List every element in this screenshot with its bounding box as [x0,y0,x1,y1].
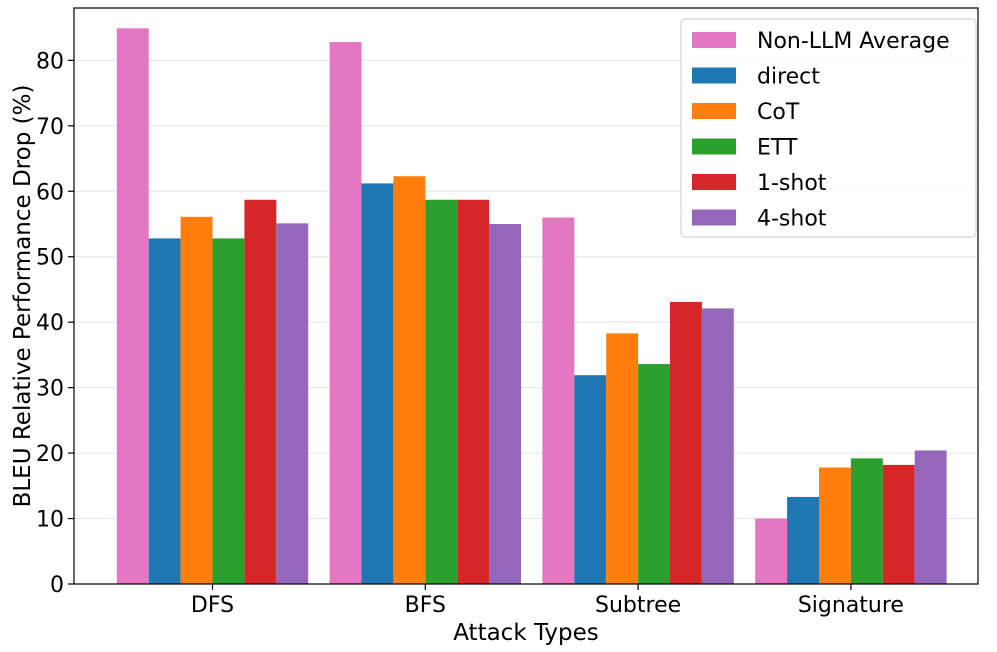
bar-4-shot-signature [914,450,947,584]
bar-4-shot-dfs [276,223,309,584]
y-tick-label: 50 [36,246,64,271]
bar-ett-subtree [638,364,670,584]
bar-4-shot-bfs [489,224,521,584]
legend-swatch-ett [692,138,736,155]
x-tick-label: Signature [798,593,904,618]
y-tick-label: 30 [36,377,64,402]
bar-1-shot-bfs [457,199,490,585]
bar-direct-signature [787,496,819,584]
bar-4-shot-subtree [701,308,734,584]
legend-swatch-direct [692,67,736,84]
bar-non-llm-average-subtree [542,217,575,585]
x-axis-ticks: DFS BFS Subtree Signature [191,584,904,618]
legend-label: ETT [757,136,798,161]
plot-area-frame [73,7,979,585]
bars [116,28,947,585]
y-axis-label: BLEU Relative Performance Drop (%) [10,85,36,508]
bar-non-llm-average-signature [755,518,788,584]
bar-1-shot-signature [882,464,915,584]
legend-swatch-1-shot [692,174,736,190]
bar-ett-bfs [425,199,458,585]
bar-direct-bfs [361,183,394,584]
y-tick-label: 80 [36,49,64,74]
legend-swatch-4-shot [692,209,736,226]
legend-label: CoT [757,100,800,125]
bar-direct-subtree [574,375,607,584]
legend-label: 1-shot [757,171,827,196]
bar-cot-signature [819,467,851,584]
x-axis-label: Attack Types [453,620,599,646]
y-tick-label: 60 [36,180,64,205]
bar-cot-dfs [180,216,213,585]
bar-cot-bfs [393,176,426,584]
legend-swatch-cot [692,103,736,119]
x-tick-label: Subtree [595,593,681,618]
legend-label: Non-LLM Average [757,29,950,54]
y-axis-ticks: 0 10 20 30 40 50 60 70 80 [36,49,74,598]
x-tick-label: DFS [191,593,234,618]
y-tick-label: 40 [36,311,64,336]
legend: Non-LLM Average direct CoT ETT 1-shot 4-shot [680,18,977,238]
legend-label: 4-shot [757,207,827,232]
legend-box [680,18,977,238]
bar-ett-dfs [212,238,245,584]
y-tick-label: 10 [36,508,64,533]
bar-1-shot-subtree [670,301,702,584]
bar-non-llm-average-dfs [116,28,149,585]
bar-non-llm-average-bfs [329,42,362,584]
bar-ett-signature [850,458,883,584]
y-tick-label: 20 [36,442,64,467]
y-tick-label: 70 [36,115,64,140]
bar-direct-dfs [148,238,181,584]
bar-cot-subtree [606,333,639,584]
bar-1-shot-dfs [244,199,277,585]
y-tick-label: 0 [50,573,64,598]
legend-swatch-non-llm-average [692,32,736,48]
x-tick-label: BFS [405,593,446,618]
legend-label: direct [757,65,820,90]
